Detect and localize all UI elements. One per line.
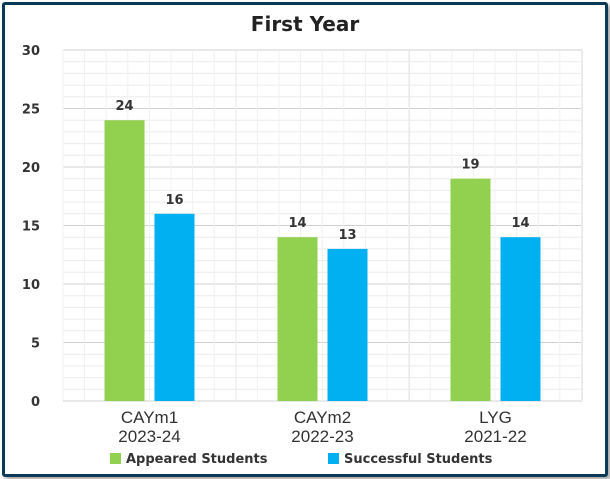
y-tick-label: 25 (22, 103, 40, 118)
y-tick-label: 5 (31, 337, 40, 352)
y-axis: 0 5 10 15 20 25 30 (22, 44, 40, 410)
data-label: 14 (288, 216, 306, 231)
bars: 24 16 14 13 19 14 (104, 99, 541, 401)
x-tick-label: LYG (479, 408, 512, 427)
data-label: 19 (461, 158, 479, 173)
x-tick-label: 2023-24 (118, 427, 180, 446)
data-label: 24 (115, 99, 133, 114)
x-tick-label: CAYm1 (121, 408, 178, 427)
grid (62, 49, 583, 402)
data-label: 14 (511, 216, 529, 231)
bar (500, 237, 541, 401)
legend-label: Successful Students (344, 452, 493, 467)
chart-title: First Year (250, 12, 360, 36)
data-label: 16 (165, 193, 183, 208)
y-tick-label: 30 (22, 44, 40, 59)
x-tick-label: 2022-23 (291, 427, 353, 446)
bar (450, 178, 491, 401)
legend-swatch (110, 453, 121, 464)
y-tick-label: 20 (22, 161, 40, 176)
y-tick-label: 0 (31, 395, 40, 410)
legend: Appeared Students Successful Students (110, 452, 493, 467)
bar (327, 248, 368, 401)
legend-swatch (328, 453, 339, 464)
y-tick-label: 10 (22, 278, 40, 293)
bar (104, 120, 145, 401)
y-tick-label: 15 (22, 220, 40, 235)
x-tick-label: CAYm2 (294, 408, 351, 427)
data-label: 13 (338, 228, 356, 243)
bar (154, 213, 195, 401)
bar (277, 237, 318, 401)
x-tick-label: 2021-22 (464, 427, 526, 446)
legend-label: Appeared Students (126, 452, 268, 467)
